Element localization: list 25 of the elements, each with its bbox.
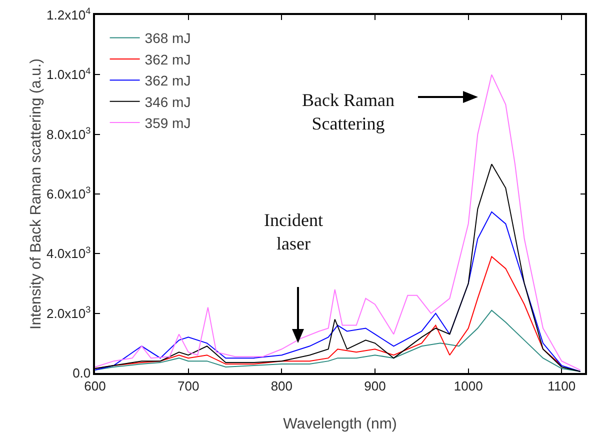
legend-label: 359 mJ [144, 115, 191, 132]
legend-label: 362 mJ [144, 72, 191, 89]
x-tick-label: 1000 [454, 378, 483, 394]
x-tick-label: 600 [84, 378, 106, 394]
x-tick-label: 1100 [548, 378, 576, 394]
x-axis-title: Wavelength (nm) [283, 416, 397, 432]
y-tick-label: 1.0x10$^{4}$ [46, 66, 91, 82]
line-series [95, 310, 581, 372]
legend-label: 346 mJ [144, 94, 191, 110]
x-tick-label: 700 [177, 378, 200, 394]
legend-label: 368 mJ [144, 30, 191, 46]
line-series [95, 211, 581, 372]
y-tick-label: 1.2x10$^{4}$ [46, 6, 91, 23]
y-tick-label: 0.0 [72, 366, 91, 381]
legend-label: 362 mJ [144, 51, 191, 68]
y-tick-label: 6.0x10$^{3}$ [46, 185, 91, 202]
y-tick-label: 2.0x10$^{3}$ [46, 304, 91, 321]
annotation: Incident laser [264, 210, 323, 254]
x-tick-label: 900 [364, 378, 386, 394]
annotation: Back Raman Scattering [302, 90, 394, 134]
y-axis-title: Intensity of Back Raman scattering (a.u.) [28, 58, 45, 330]
y-tick-label: 8.0x10$^{3}$ [46, 125, 91, 142]
line-series [95, 74, 581, 371]
y-tick-label: 4.0x10$^{3}$ [46, 244, 91, 262]
x-tick-label: 800 [270, 378, 293, 394]
